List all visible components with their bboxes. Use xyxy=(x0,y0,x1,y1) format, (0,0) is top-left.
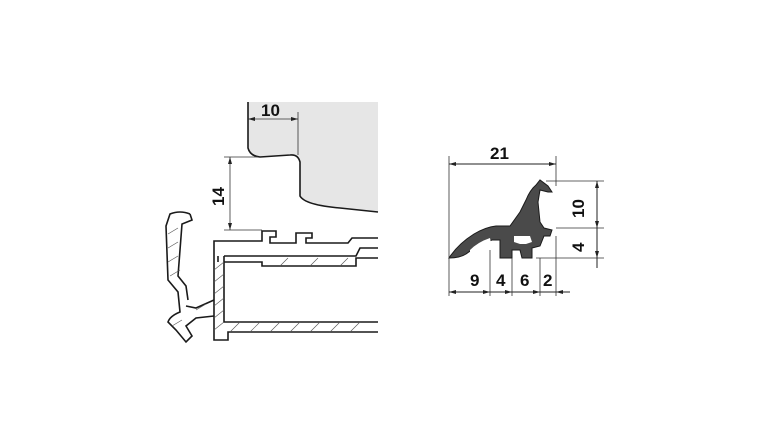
dim-top-label: 10 xyxy=(261,101,280,120)
outer-clip-inner xyxy=(177,213,193,301)
arrow-icon xyxy=(228,157,232,164)
clip-hatching xyxy=(167,227,207,327)
frame-top-rail xyxy=(213,230,378,250)
dim-lower-label: 4 xyxy=(569,242,588,252)
dim-height-label: 10 xyxy=(569,199,588,218)
sash-panel-outline xyxy=(247,102,379,213)
seal-gasket xyxy=(448,179,553,259)
arrow-icon xyxy=(556,290,563,294)
dim-bottom-label-2: 4 xyxy=(496,271,506,290)
dim-side-label: 14 xyxy=(209,187,228,206)
arrow-icon xyxy=(449,290,456,294)
arrow-icon xyxy=(595,181,599,188)
arrow-icon xyxy=(595,221,599,228)
dim-bottom-label-3: 6 xyxy=(520,271,529,290)
dim-bottom-label-4: 2 xyxy=(543,271,552,290)
arrow-icon xyxy=(549,162,556,166)
frame-body xyxy=(213,250,378,341)
arrow-icon xyxy=(291,117,298,121)
outer-clip-profile xyxy=(165,211,215,344)
arrow-icon xyxy=(595,251,599,258)
frame-inner-rail xyxy=(224,257,378,267)
frame-mid-line xyxy=(224,247,378,257)
arrow-icon xyxy=(248,117,255,121)
sash-panel xyxy=(248,102,378,212)
arrow-icon xyxy=(505,290,512,294)
arrow-icon xyxy=(228,223,232,230)
arrow-icon xyxy=(483,290,490,294)
dim-bottom-label-1: 9 xyxy=(470,271,479,290)
window-profile-drawing: 10 14 xyxy=(165,101,379,344)
seal-chamber-2 xyxy=(514,236,532,244)
arrow-icon xyxy=(533,290,540,294)
seal-profile-drawing: 21 10 4 9 4 6 2 xyxy=(448,144,604,296)
dim-width-label: 21 xyxy=(490,144,509,163)
frame-hatching xyxy=(213,257,361,333)
seal-chamber xyxy=(470,238,492,254)
frame-body-inner xyxy=(185,256,219,309)
arrow-icon xyxy=(449,162,456,166)
